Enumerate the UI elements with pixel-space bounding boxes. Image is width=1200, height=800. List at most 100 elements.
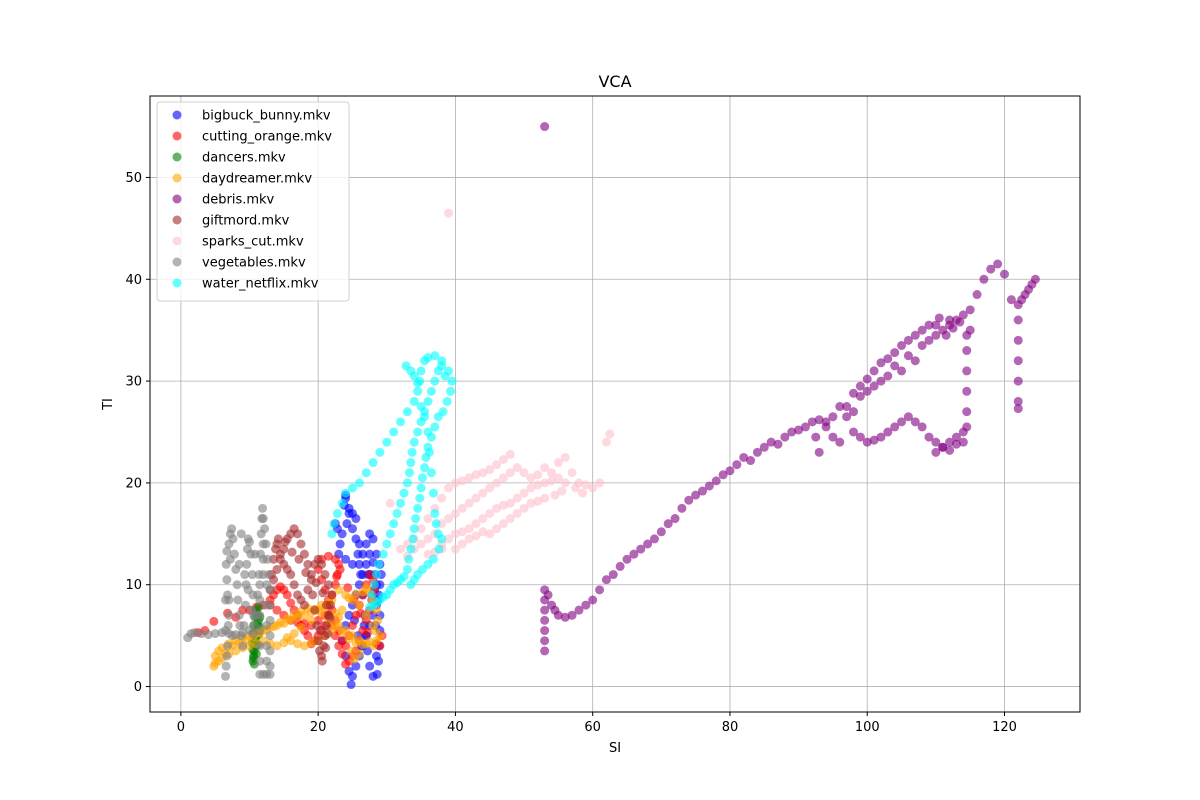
data-point (351, 661, 361, 671)
data-point (622, 554, 632, 564)
data-point (917, 422, 927, 432)
data-point (385, 529, 395, 539)
data-point (404, 554, 414, 564)
data-point (471, 470, 481, 480)
data-point (498, 473, 508, 483)
data-point (341, 488, 351, 498)
data-point (323, 629, 333, 639)
data-point (271, 544, 281, 554)
x-tick-label: 20 (310, 720, 327, 735)
data-point (409, 396, 419, 406)
data-point (663, 519, 673, 529)
data-point (363, 628, 373, 638)
data-point (236, 631, 246, 641)
data-point (430, 376, 440, 386)
data-point (478, 488, 488, 498)
data-point (560, 478, 570, 488)
data-point (876, 376, 886, 386)
data-point (643, 539, 653, 549)
data-point (910, 330, 920, 340)
data-point (223, 620, 233, 630)
data-point (224, 610, 234, 620)
data-point (567, 610, 577, 620)
data-point (402, 478, 412, 488)
data-point (862, 386, 872, 396)
data-point (577, 488, 587, 498)
data-point (423, 353, 433, 363)
data-point (855, 432, 865, 442)
data-point (344, 634, 354, 644)
legend-marker (172, 215, 182, 225)
data-point (351, 514, 361, 524)
data-point (505, 498, 515, 508)
data-point (255, 656, 265, 666)
data-point (444, 514, 454, 524)
data-point (344, 508, 354, 518)
data-point (378, 549, 388, 559)
data-point (800, 422, 810, 432)
data-point (962, 346, 972, 356)
data-point (371, 651, 381, 661)
data-point (341, 554, 351, 564)
data-point (962, 330, 972, 340)
data-point (308, 590, 318, 600)
data-point (581, 480, 591, 490)
legend-label: daydreamer.mkv (202, 172, 312, 187)
data-point (423, 534, 433, 544)
legend-label: cutting_orange.mkv (202, 130, 332, 145)
legend-marker (172, 110, 182, 120)
data-point (450, 508, 460, 518)
data-point (917, 340, 927, 350)
data-point (519, 503, 529, 513)
data-point (344, 593, 354, 603)
data-point (677, 503, 687, 513)
data-point (540, 463, 550, 473)
data-point (327, 590, 337, 600)
data-point (876, 432, 886, 442)
data-point (1013, 404, 1023, 414)
data-point (411, 514, 421, 524)
data-point (310, 605, 320, 615)
data-point (282, 633, 292, 643)
data-point (420, 463, 430, 473)
data-point (450, 529, 460, 539)
y-tick-label: 30 (125, 375, 142, 390)
data-point (232, 580, 242, 590)
data-point (1013, 335, 1023, 345)
data-point (371, 549, 381, 559)
data-point (835, 402, 845, 412)
data-point (330, 554, 340, 564)
data-point (444, 483, 454, 493)
data-point (227, 524, 237, 534)
data-point (253, 602, 263, 612)
y-tick-label: 0 (134, 680, 142, 695)
legend-marker (172, 236, 182, 246)
data-point (588, 595, 598, 605)
data-point (670, 514, 680, 524)
data-point (294, 554, 304, 564)
data-point (413, 378, 423, 388)
data-point (424, 447, 434, 457)
data-point (214, 646, 224, 656)
data-point (1013, 376, 1023, 386)
data-point (608, 570, 618, 580)
data-point (269, 554, 279, 564)
data-point (346, 680, 356, 690)
data-point (855, 391, 865, 401)
legend-marker (172, 257, 182, 267)
data-point (247, 570, 257, 580)
data-point (323, 580, 333, 590)
data-point (656, 527, 666, 537)
data-point (343, 583, 353, 593)
data-point (365, 637, 375, 647)
data-point (299, 600, 309, 610)
data-point (407, 447, 417, 457)
data-point (464, 473, 474, 483)
data-point (540, 626, 550, 636)
data-point (317, 559, 327, 569)
data-point (428, 488, 438, 498)
data-point (571, 483, 581, 493)
data-point (492, 460, 502, 470)
legend-box (156, 101, 350, 302)
data-point (236, 529, 246, 539)
